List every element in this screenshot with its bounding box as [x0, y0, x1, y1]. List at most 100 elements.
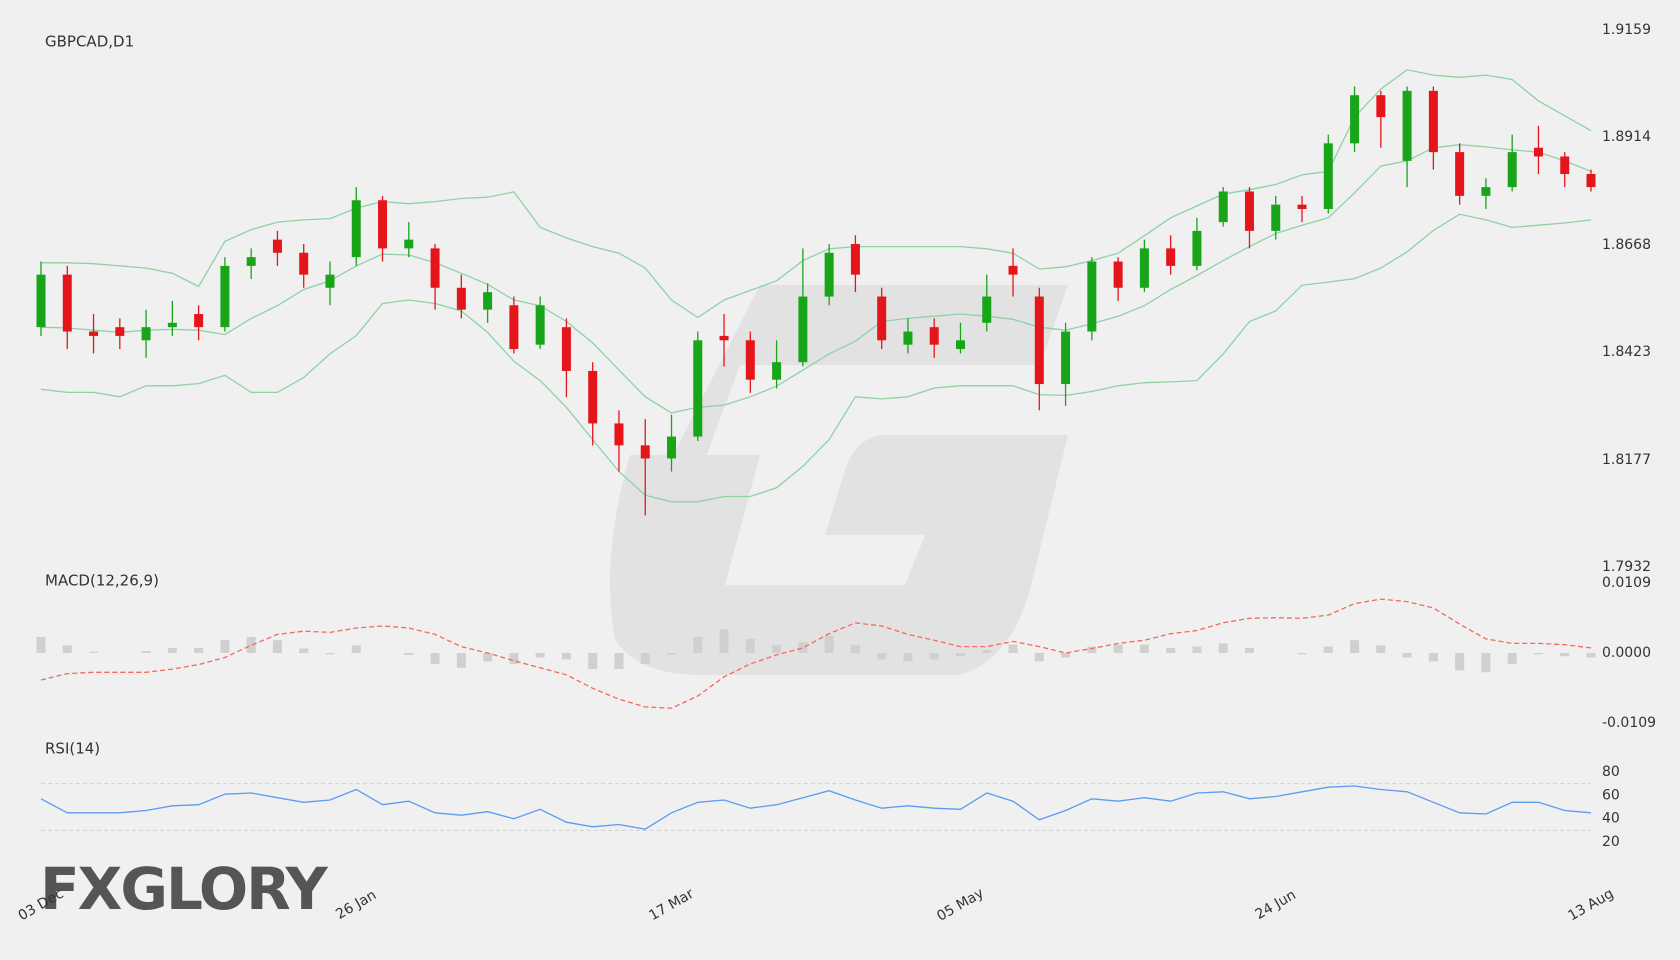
macd-histogram-bar	[509, 653, 519, 664]
macd-histogram-bar	[745, 638, 755, 653]
macd-histogram-bar	[220, 640, 230, 653]
candle-body	[1087, 261, 1097, 332]
macd-histogram-bar	[640, 653, 650, 664]
candle-body	[877, 296, 887, 341]
candle-body	[378, 200, 388, 249]
macd-histogram-bar	[903, 653, 913, 662]
y-tick-label: 40	[1602, 811, 1620, 827]
macd-histogram-bar	[1481, 653, 1491, 673]
y-tick-label: 1.7932	[1602, 559, 1651, 575]
macd-histogram-bar	[877, 653, 887, 660]
candle-body	[614, 423, 624, 446]
candle-body	[1244, 191, 1254, 231]
candle-body	[1323, 143, 1333, 209]
macd-histogram-bar	[62, 645, 72, 653]
macd-histogram-bar	[588, 653, 598, 670]
macd-histogram-bar	[1034, 653, 1044, 662]
candle-body	[1586, 173, 1596, 188]
candle-body	[772, 362, 782, 380]
y-tick-label: 0.0000	[1602, 645, 1651, 661]
candle-body	[1061, 331, 1071, 385]
candle-body	[561, 327, 571, 371]
candle-body	[430, 248, 440, 288]
macd-histogram-bar	[798, 642, 808, 653]
candle-body	[325, 274, 335, 288]
macd-histogram-bar	[850, 644, 860, 653]
macd-histogram-bar	[141, 651, 151, 653]
y-tick-label: 1.8423	[1602, 344, 1651, 360]
macd-histogram-bar	[1533, 653, 1543, 655]
macd-histogram-bar	[1350, 640, 1360, 653]
y-tick-label: 0.0109	[1602, 575, 1651, 591]
candle-body	[1166, 248, 1176, 266]
macd-histogram-bar	[1008, 644, 1018, 653]
candle-body	[1192, 230, 1202, 266]
candle-body	[798, 296, 808, 363]
macd-histogram-bar	[36, 636, 46, 653]
macd-histogram-bar	[1428, 653, 1438, 662]
candle-body	[693, 340, 703, 437]
macd-histogram-bar	[89, 651, 99, 653]
macd-histogram-bar	[1560, 653, 1570, 657]
candle-body	[1271, 204, 1281, 231]
macd-histogram-bar	[614, 653, 624, 670]
macd-histogram-bar	[719, 629, 729, 653]
candle-body	[1297, 204, 1307, 209]
candle-body	[824, 252, 834, 297]
macd-histogram-bar	[430, 653, 440, 664]
macd-histogram-bar	[1218, 643, 1228, 653]
candle-body	[194, 314, 204, 328]
candle-body	[1350, 95, 1360, 144]
candle-body	[272, 239, 282, 253]
macd-histogram-bar	[824, 635, 834, 653]
candle-body	[115, 327, 125, 336]
macd-histogram-bar	[1402, 653, 1412, 658]
macd-histogram-bar	[325, 653, 335, 655]
macd-histogram-bar	[982, 649, 992, 653]
candle-body	[404, 239, 414, 249]
macd-histogram-bar	[1244, 647, 1254, 653]
macd-histogram-bar	[1087, 646, 1097, 653]
y-tick-label: 60	[1602, 787, 1620, 803]
macd-histogram-bar	[535, 653, 545, 658]
candle-body	[509, 305, 519, 350]
macd-histogram-bar	[1323, 646, 1333, 653]
y-tick-label: 1.9159	[1602, 22, 1651, 38]
macd-histogram-bar	[483, 653, 493, 662]
candle-body	[89, 331, 99, 336]
macd-histogram-bar	[246, 636, 256, 653]
y-tick-label: -0.0109	[1602, 715, 1656, 731]
macd-histogram-bar	[1507, 653, 1517, 664]
y-tick-label: 80	[1602, 764, 1620, 780]
macd-histogram-bar	[667, 653, 677, 655]
y-tick-label: 20	[1602, 834, 1620, 850]
candle-body	[299, 252, 309, 275]
macd-histogram-bar	[351, 645, 361, 653]
candle-body	[1533, 147, 1543, 157]
candle-body	[456, 287, 466, 310]
candle-body	[903, 331, 913, 345]
macd-histogram-bar	[167, 647, 177, 653]
candle-body	[640, 445, 650, 459]
macd-histogram-bar	[1455, 653, 1465, 671]
macd-line	[40, 598, 1592, 709]
candle-body	[167, 322, 177, 328]
watermark	[610, 285, 1068, 675]
macd-histogram-bar	[1139, 644, 1149, 653]
rsi-line	[40, 785, 1592, 830]
candle-body	[1139, 248, 1149, 288]
bollinger-middle	[40, 144, 1592, 414]
candle-body	[1008, 265, 1018, 275]
macd-histogram-bar	[404, 653, 414, 655]
macd-histogram-bar	[772, 644, 782, 653]
candle-body	[850, 244, 860, 275]
candle-body	[1428, 90, 1438, 153]
candle-body	[246, 257, 256, 266]
price-title: GBPCAD,D1	[45, 33, 134, 51]
macd-histogram-bar	[1166, 647, 1176, 653]
candle-body	[62, 274, 72, 332]
candle-body	[719, 335, 729, 341]
y-tick-label: 1.8914	[1602, 129, 1651, 145]
